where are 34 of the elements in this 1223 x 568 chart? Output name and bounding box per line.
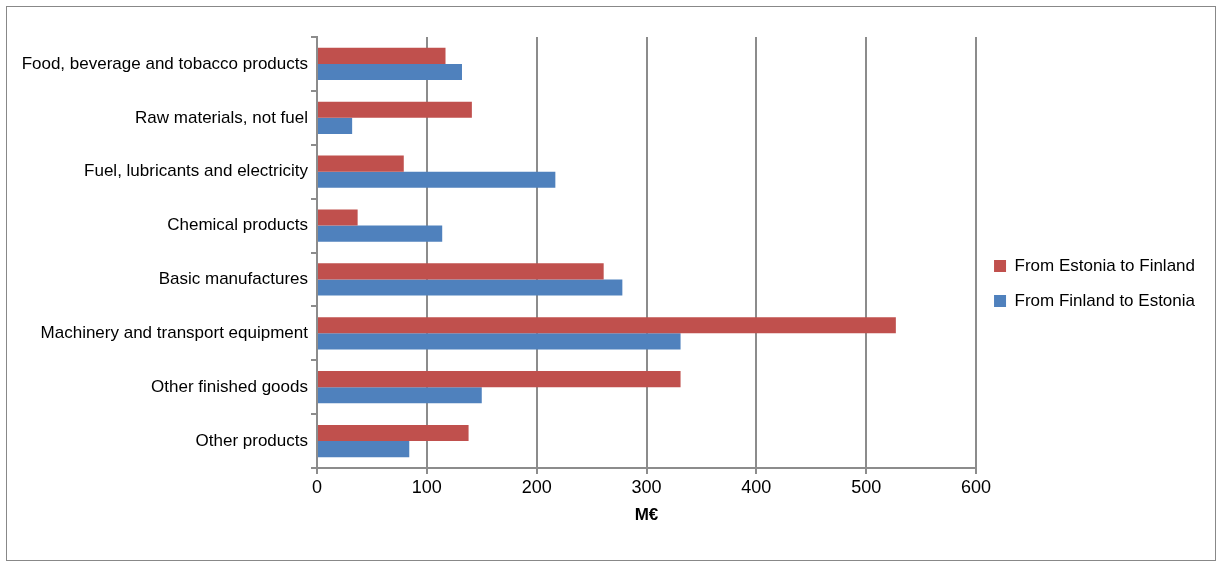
bar bbox=[318, 317, 896, 334]
x-tick-label: 300 bbox=[631, 476, 662, 497]
x-tick-label: 200 bbox=[521, 476, 552, 497]
y-tick-label: Other finished goods bbox=[151, 376, 308, 396]
bar bbox=[318, 117, 353, 134]
bar bbox=[318, 333, 681, 350]
y-tick-label: Other products bbox=[195, 430, 308, 450]
legend-label: From Finland to Estonia bbox=[1014, 290, 1196, 310]
y-tick-label: Raw materials, not fuel bbox=[135, 107, 308, 127]
bar bbox=[318, 155, 404, 172]
y-tick-label: Machinery and transport equipment bbox=[40, 323, 309, 342]
bar bbox=[318, 101, 472, 118]
bar bbox=[318, 387, 482, 404]
bar bbox=[318, 47, 446, 64]
x-axis-title: M€ bbox=[634, 505, 659, 525]
y-tick-label: Food, beverage and tobacco products bbox=[21, 53, 308, 73]
bar bbox=[318, 63, 462, 81]
bar bbox=[318, 279, 623, 296]
bar bbox=[318, 171, 556, 188]
bar bbox=[318, 263, 604, 280]
bar bbox=[318, 209, 358, 226]
bar bbox=[318, 424, 469, 442]
bar bbox=[318, 371, 681, 388]
x-tick-label: 100 bbox=[411, 476, 442, 497]
legend-label: From Estonia to Finland bbox=[1014, 255, 1195, 275]
y-tick-label: Chemical products bbox=[167, 215, 308, 235]
x-tick-label: 600 bbox=[961, 476, 992, 497]
y-tick-label: Basic manufactures bbox=[158, 269, 308, 289]
bar bbox=[318, 441, 410, 458]
x-tick-label: 500 bbox=[851, 476, 882, 497]
x-tick-label: 400 bbox=[741, 476, 772, 497]
x-tick-label: 0 bbox=[311, 476, 323, 497]
y-tick-label: Fuel, lubricants and electricity bbox=[84, 161, 309, 181]
bar bbox=[318, 225, 443, 242]
